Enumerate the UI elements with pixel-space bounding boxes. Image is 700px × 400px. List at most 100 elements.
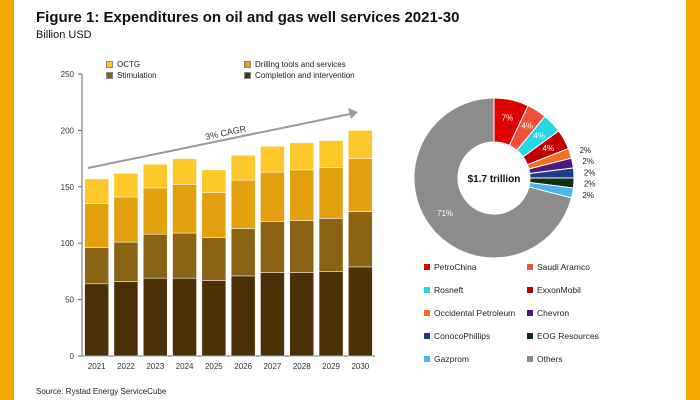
donut-slices bbox=[413, 97, 575, 259]
x-tick-label: 2030 bbox=[351, 362, 369, 371]
bar-segment-completion-and-intervention-2024 bbox=[172, 277, 197, 357]
bar-segment-drilling-tools-and-services-2023 bbox=[142, 187, 168, 235]
bar-segment-stimulation-2026 bbox=[230, 228, 256, 277]
bar-segment-drilling-tools-and-services-2028 bbox=[289, 169, 315, 221]
donut-slice-label: 2% bbox=[582, 191, 594, 200]
donut-legend-label: ExxonMobil bbox=[537, 285, 581, 295]
bar-segment-octg-2025 bbox=[201, 169, 227, 193]
donut-legend-item-petrochina: PetroChina bbox=[424, 262, 477, 272]
bar-segment-drilling-tools-and-services-2021 bbox=[84, 203, 109, 248]
donut-slice-label: 7% bbox=[502, 113, 514, 122]
donut-hole bbox=[458, 142, 530, 214]
bar-segment-drilling-tools-and-services-2027 bbox=[260, 171, 285, 223]
legend-item-octg: OCTG bbox=[106, 60, 140, 69]
y-tick-label: 0 bbox=[70, 352, 75, 361]
donut-legend-item-chevron: Chevron bbox=[527, 308, 569, 318]
bar-segment-octg-2021 bbox=[84, 178, 109, 204]
donut-legend-label: EOG Resources bbox=[537, 331, 599, 341]
x-tick-label: 2028 bbox=[293, 362, 311, 371]
donut-legend-label: Rosneft bbox=[434, 285, 464, 295]
bar-segment-stimulation-2023 bbox=[142, 233, 168, 279]
bar-segment-stimulation-2027 bbox=[260, 221, 285, 273]
x-tick-label: 2024 bbox=[176, 362, 194, 371]
donut-legend-item-occidental-petroleum: Occidental Petroleum bbox=[424, 308, 515, 318]
donut-slice-label: 2% bbox=[580, 146, 592, 155]
bar-chart-bars bbox=[84, 130, 373, 357]
bar-segment-octg-2028 bbox=[289, 142, 315, 171]
bar-segment-octg-2030 bbox=[348, 130, 373, 159]
x-tick-label: 2022 bbox=[117, 362, 135, 371]
donut-legend-item-saudi-aramco: Saudi Aramco bbox=[527, 262, 590, 272]
legend-label-stimulation: Stimulation bbox=[117, 71, 157, 80]
legend-label-octg: OCTG bbox=[117, 60, 141, 69]
bar-segment-octg-2026 bbox=[230, 154, 256, 181]
donut-slice-label: 4% bbox=[543, 144, 555, 153]
donut-legend-label: PetroChina bbox=[434, 262, 477, 272]
donut-legend-label: ConocoPhillips bbox=[434, 331, 491, 341]
x-tick-label: 2026 bbox=[234, 362, 252, 371]
x-tick-label: 2023 bbox=[146, 362, 164, 371]
bar-segment-stimulation-2021 bbox=[84, 247, 109, 285]
donut-legend-item-others: Others bbox=[527, 354, 563, 364]
legend-item-stimulation: Stimulation bbox=[106, 71, 157, 80]
y-tick-label: 50 bbox=[65, 296, 74, 305]
bar-segment-octg-2024 bbox=[172, 158, 197, 185]
legend-swatch-octg bbox=[106, 61, 113, 68]
x-tick-label: 2029 bbox=[322, 362, 340, 371]
bar-segment-completion-and-intervention-2028 bbox=[289, 272, 315, 357]
donut-legend-swatch bbox=[424, 287, 430, 293]
donut-legend-label: Others bbox=[537, 354, 563, 364]
legend-swatch-completion bbox=[244, 72, 251, 79]
figure-unit: Billion USD bbox=[36, 29, 92, 41]
donut-slice-label: 4% bbox=[521, 122, 533, 131]
x-tick-label: 2021 bbox=[88, 362, 106, 371]
donut-legend-swatch bbox=[527, 356, 533, 362]
donut-legend-swatch bbox=[424, 356, 430, 362]
figure-title: Figure 1: Expenditures on oil and gas we… bbox=[36, 9, 460, 26]
bar-segment-completion-and-intervention-2027 bbox=[260, 272, 285, 357]
bar-segment-stimulation-2024 bbox=[172, 232, 197, 279]
bar-segment-stimulation-2030 bbox=[348, 211, 373, 268]
y-tick-label: 150 bbox=[61, 183, 75, 192]
donut-legend-swatch bbox=[424, 264, 430, 270]
bar-segment-completion-and-intervention-2030 bbox=[348, 266, 373, 357]
y-tick-label: 100 bbox=[61, 239, 75, 248]
donut-slice-label: 4% bbox=[533, 132, 545, 141]
donut-legend-item-exxonmobil: ExxonMobil bbox=[527, 285, 581, 295]
donut-legend-swatch bbox=[527, 287, 533, 293]
bar-segment-drilling-tools-and-services-2026 bbox=[230, 179, 256, 229]
donut-legend-label: Occidental Petroleum bbox=[434, 308, 516, 318]
bar-segment-octg-2023 bbox=[142, 163, 168, 189]
bar-segment-completion-and-intervention-2025 bbox=[201, 280, 227, 357]
bar-segment-octg-2029 bbox=[318, 140, 344, 168]
cagr-arrow-head bbox=[348, 108, 358, 119]
bar-segment-octg-2022 bbox=[113, 173, 139, 198]
bar-segment-stimulation-2025 bbox=[201, 237, 227, 281]
bar-segment-drilling-tools-and-services-2024 bbox=[172, 184, 197, 234]
figure-source: Source: Rystad Energy ServiceCube bbox=[36, 387, 167, 396]
bar-chart-axes: 0 50 100 150 200 250 2021 2022 2023 2024 2025 2026 2… bbox=[61, 70, 375, 371]
donut-legend-swatch bbox=[424, 333, 430, 339]
donut-legend-label: Chevron bbox=[537, 308, 570, 318]
legend-label-drilling: Drilling tools and services bbox=[255, 60, 346, 69]
donut-legend-label: Gazprom bbox=[434, 354, 469, 364]
bar-segment-stimulation-2029 bbox=[318, 218, 344, 272]
donut-center-label: $1.7 trillion bbox=[468, 174, 521, 185]
y-tick-label: 250 bbox=[61, 70, 75, 79]
donut-slice-label: 71% bbox=[437, 209, 453, 218]
donut-legend-swatch bbox=[527, 264, 533, 270]
donut-slice-labels: 7%4%4%4% 2%2%2%2%2%71% bbox=[437, 113, 595, 218]
donut-slice-label: 2% bbox=[584, 180, 596, 189]
bar-segment-completion-and-intervention-2026 bbox=[230, 275, 256, 357]
bar-segment-drilling-tools-and-services-2029 bbox=[318, 167, 344, 219]
legend-label-completion: Completion and intervention bbox=[255, 71, 355, 80]
donut-legend-swatch bbox=[527, 333, 533, 339]
donut-legend-label: Saudi Aramco bbox=[537, 262, 590, 272]
legend-swatch-stimulation bbox=[106, 72, 113, 79]
bar-segment-completion-and-intervention-2021 bbox=[84, 283, 109, 357]
bar-segment-drilling-tools-and-services-2030 bbox=[348, 158, 373, 212]
donut-legend-swatch bbox=[424, 310, 430, 316]
